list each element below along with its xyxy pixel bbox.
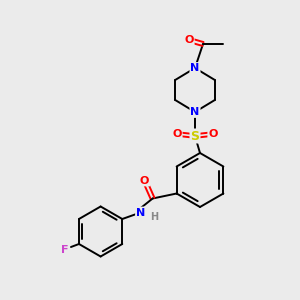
Text: N: N (190, 107, 200, 117)
Text: N: N (136, 208, 145, 218)
Text: N: N (190, 63, 200, 73)
Text: F: F (61, 245, 69, 255)
Text: H: H (151, 212, 159, 223)
Text: O: O (172, 129, 182, 139)
Text: O: O (140, 176, 149, 185)
Text: S: S (190, 130, 200, 142)
Text: O: O (208, 129, 218, 139)
Text: O: O (184, 35, 194, 45)
